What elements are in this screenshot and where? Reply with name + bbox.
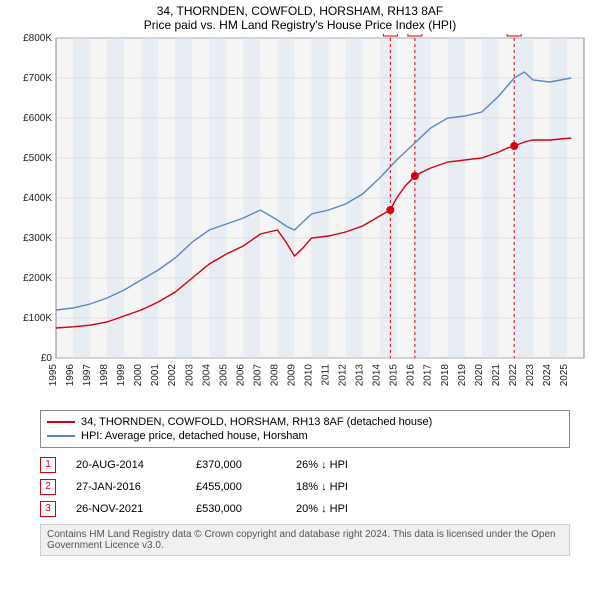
svg-text:£600K: £600K — [23, 113, 52, 124]
title-line2: Price paid vs. HM Land Registry's House … — [0, 18, 600, 32]
event-date: 20-AUG-2014 — [76, 459, 176, 471]
event-price: £455,000 — [196, 481, 276, 493]
svg-text:2017: 2017 — [423, 364, 434, 387]
legend: 34, THORNDEN, COWFOLD, HORSHAM, RH13 8AF… — [40, 410, 570, 448]
line-chart-svg: £0 £100K £200K £300K £400K £500K £600K £700K £80… — [10, 34, 590, 404]
svg-text:2016: 2016 — [406, 364, 417, 387]
legend-swatch-blue — [47, 435, 75, 437]
chart-area: £0 £100K £200K £300K £400K £500K £600K £700K £80… — [10, 34, 590, 404]
event-delta: 20% ↓ HPI — [296, 503, 396, 515]
svg-text:2004: 2004 — [201, 364, 212, 387]
svg-text:£400K: £400K — [23, 193, 52, 204]
event-badge: 1 — [40, 457, 56, 473]
event-badge: 3 — [40, 501, 56, 517]
svg-text:£700K: £700K — [23, 73, 52, 84]
svg-text:£300K: £300K — [23, 233, 52, 244]
event-price: £530,000 — [196, 503, 276, 515]
event-row: 1 20-AUG-2014 £370,000 26% ↓ HPI — [40, 454, 570, 476]
svg-text:£200K: £200K — [23, 273, 52, 284]
svg-text:£100K: £100K — [23, 313, 52, 324]
svg-text:2023: 2023 — [525, 364, 536, 387]
legend-row-blue: HPI: Average price, detached house, Hors… — [47, 429, 563, 443]
legend-label-blue: HPI: Average price, detached house, Hors… — [81, 430, 308, 442]
svg-text:1999: 1999 — [116, 364, 127, 387]
svg-text:1: 1 — [388, 34, 394, 36]
svg-text:1998: 1998 — [99, 364, 110, 387]
svg-text:2018: 2018 — [440, 364, 451, 387]
svg-text:1996: 1996 — [65, 364, 76, 387]
event-table: 1 20-AUG-2014 £370,000 26% ↓ HPI 2 27-JAN-201… — [40, 454, 570, 520]
svg-text:2014: 2014 — [372, 364, 383, 387]
svg-text:2012: 2012 — [338, 364, 349, 387]
svg-text:2020: 2020 — [474, 364, 485, 387]
svg-text:1995: 1995 — [48, 364, 59, 387]
svg-text:£0: £0 — [41, 353, 53, 364]
svg-text:2001: 2001 — [150, 364, 161, 387]
event-date: 27-JAN-2016 — [76, 481, 176, 493]
svg-text:2007: 2007 — [252, 364, 263, 387]
svg-text:£800K: £800K — [23, 34, 52, 44]
svg-text:2005: 2005 — [218, 364, 229, 387]
chart-container: { "title1": "34, THORNDEN, COWFOLD, HORS… — [0, 0, 600, 556]
event-delta: 26% ↓ HPI — [296, 459, 396, 471]
svg-text:3: 3 — [511, 34, 517, 36]
svg-text:2024: 2024 — [542, 364, 553, 387]
event-delta: 18% ↓ HPI — [296, 481, 396, 493]
svg-text:2013: 2013 — [355, 364, 366, 387]
event-row: 2 27-JAN-2016 £455,000 18% ↓ HPI — [40, 476, 570, 498]
svg-text:2002: 2002 — [167, 364, 178, 387]
svg-text:2015: 2015 — [389, 364, 400, 387]
svg-text:2019: 2019 — [457, 364, 468, 387]
svg-text:2000: 2000 — [133, 364, 144, 387]
event-row: 3 26-NOV-2021 £530,000 20% ↓ HPI — [40, 498, 570, 520]
svg-text:2010: 2010 — [303, 364, 314, 387]
svg-text:2003: 2003 — [184, 364, 195, 387]
svg-text:2006: 2006 — [235, 364, 246, 387]
svg-text:£500K: £500K — [23, 153, 52, 164]
event-badge: 2 — [40, 479, 56, 495]
footer-note: Contains HM Land Registry data © Crown c… — [40, 524, 570, 556]
legend-row-red: 34, THORNDEN, COWFOLD, HORSHAM, RH13 8AF… — [47, 415, 563, 429]
legend-swatch-red — [47, 421, 75, 423]
svg-text:2021: 2021 — [491, 364, 502, 387]
event-price: £370,000 — [196, 459, 276, 471]
svg-text:2022: 2022 — [508, 364, 519, 387]
svg-text:2011: 2011 — [321, 364, 332, 386]
event-date: 26-NOV-2021 — [76, 503, 176, 515]
svg-text:2: 2 — [412, 34, 418, 36]
svg-text:2009: 2009 — [286, 364, 297, 387]
svg-text:2025: 2025 — [559, 364, 570, 387]
legend-label-red: 34, THORNDEN, COWFOLD, HORSHAM, RH13 8AF… — [81, 416, 432, 428]
svg-text:2008: 2008 — [269, 364, 280, 387]
chart-titles: 34, THORNDEN, COWFOLD, HORSHAM, RH13 8AF… — [0, 0, 600, 34]
title-line1: 34, THORNDEN, COWFOLD, HORSHAM, RH13 8AF — [0, 4, 600, 18]
svg-text:1997: 1997 — [82, 364, 93, 387]
